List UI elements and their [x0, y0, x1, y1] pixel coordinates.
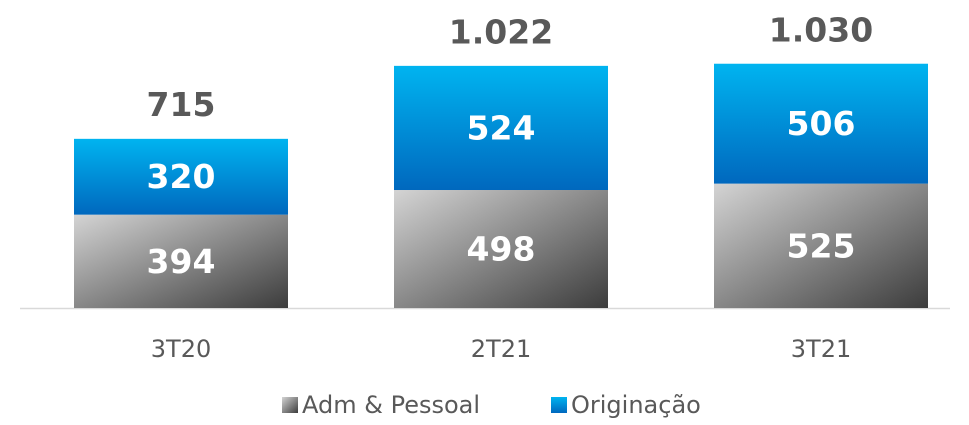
legend-label: Originação [571, 391, 701, 419]
legend-swatch [551, 397, 567, 413]
data-label: 524 [467, 108, 536, 147]
bar-segment [714, 63, 928, 184]
bar-segment [394, 65, 608, 191]
data-label: 506 [787, 104, 856, 143]
bar-segment [74, 214, 288, 308]
legend-label: Adm & Pessoal [302, 391, 480, 419]
x-tick-label: 3T21 [791, 335, 851, 363]
total-label: 1.030 [769, 10, 873, 49]
x-tick-label: 2T21 [471, 335, 531, 363]
bar-segment [714, 183, 928, 308]
legend-swatch [282, 397, 298, 413]
x-tick-label: 3T20 [151, 335, 211, 363]
bar-segment [74, 138, 288, 215]
bar-segment [394, 190, 608, 308]
data-label: 320 [147, 157, 216, 196]
total-label: 1.022 [449, 12, 553, 51]
total-label: 715 [147, 85, 216, 124]
data-label: 394 [147, 242, 216, 281]
data-label: 525 [787, 226, 856, 265]
data-label: 498 [467, 230, 536, 269]
